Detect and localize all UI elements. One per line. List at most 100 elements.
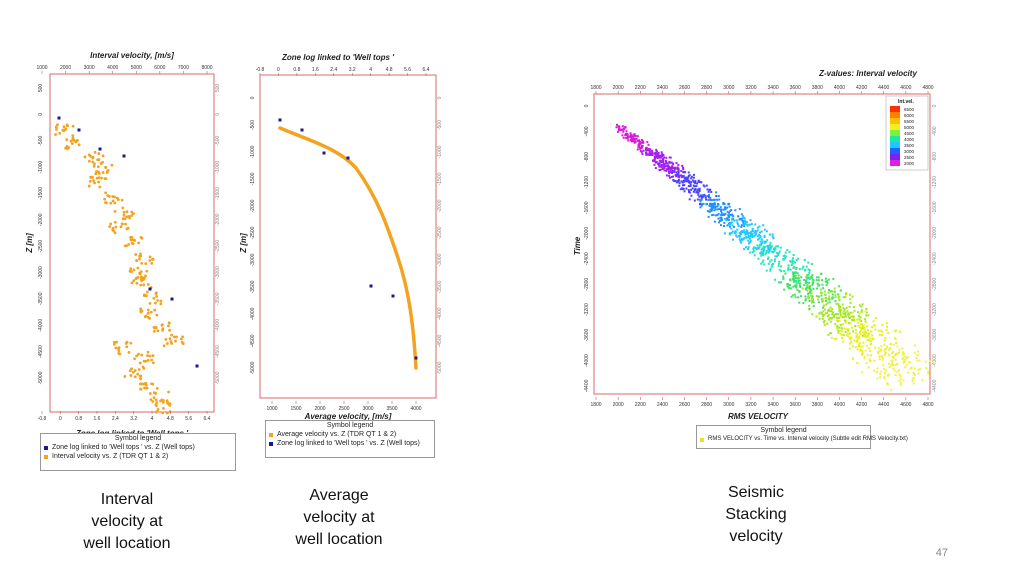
tick-label: 4400 — [878, 85, 889, 91]
rms-velocity-point — [888, 366, 891, 369]
rms-velocity-point — [812, 287, 815, 290]
rms-velocity-point — [891, 356, 894, 359]
caption-line: Interval — [100, 491, 154, 508]
rms-velocity-point — [810, 289, 813, 292]
panel2-well-tops — [278, 118, 418, 360]
panel2-ylabel: Z [m] — [239, 233, 248, 254]
tick-label: 4800 — [922, 402, 933, 408]
interval-velocity-point — [134, 277, 138, 281]
rms-velocity-point — [717, 203, 720, 206]
tick-label: 4 — [151, 416, 154, 422]
rms-velocity-point — [640, 138, 643, 141]
rms-velocity-point — [808, 299, 811, 302]
rms-velocity-point — [911, 379, 914, 382]
rms-velocity-point — [774, 255, 777, 258]
rms-velocity-point — [704, 195, 707, 198]
rms-velocity-point — [913, 351, 916, 354]
rms-velocity-point — [924, 360, 927, 363]
rms-velocity-point — [834, 295, 837, 298]
interval-velocity-point — [175, 335, 178, 339]
rms-velocity-point — [877, 347, 880, 350]
rms-velocity-point — [818, 283, 821, 286]
rms-velocity-point — [713, 198, 716, 201]
rms-velocity-point — [831, 311, 834, 314]
rms-velocity-point — [725, 218, 728, 221]
rms-velocity-point — [762, 259, 765, 262]
well-top-point — [369, 284, 373, 288]
rms-velocity-point — [806, 289, 809, 292]
rms-velocity-point — [880, 345, 883, 348]
rms-velocity-point — [831, 307, 834, 310]
rms-velocity-point — [818, 312, 821, 315]
interval-velocity-point — [88, 179, 92, 183]
rms-velocity-point — [688, 191, 691, 194]
panel1-title: Interval velocity, [m/s] — [90, 51, 174, 60]
rms-velocity-point — [712, 206, 715, 209]
rms-velocity-point — [799, 286, 802, 289]
interval-velocity-point — [148, 255, 152, 259]
rms-velocity-point — [678, 182, 681, 185]
rms-velocity-point — [767, 247, 770, 250]
rms-velocity-point — [677, 176, 680, 179]
rms-velocity-point — [886, 383, 889, 386]
rms-velocity-point — [723, 221, 726, 224]
rms-velocity-point — [812, 282, 815, 285]
rms-velocity-point — [728, 205, 731, 208]
interval-velocity-point — [129, 238, 133, 242]
interval-velocity-point — [153, 326, 156, 330]
rms-velocity-point — [860, 310, 863, 313]
rms-velocity-point — [646, 149, 649, 152]
rms-velocity-point — [752, 249, 755, 252]
rms-velocity-point — [793, 261, 796, 264]
rms-velocity-point — [659, 168, 662, 171]
rms-velocity-point — [660, 154, 663, 157]
rms-velocity-point — [760, 242, 763, 245]
tick-label: 6000 — [154, 65, 165, 71]
rms-velocity-point — [798, 282, 801, 285]
tick-label: -500 — [250, 120, 256, 130]
rms-velocity-point — [704, 196, 707, 199]
interval-velocity-point — [139, 283, 143, 287]
rms-velocity-point — [822, 306, 825, 309]
rms-velocity-point — [917, 372, 920, 375]
rms-velocity-point — [662, 159, 665, 162]
caption-line: velocity at — [303, 509, 375, 526]
rms-velocity-point — [661, 167, 664, 170]
rms-velocity-point — [653, 157, 656, 160]
rms-velocity-point — [757, 257, 760, 260]
rms-velocity-point — [845, 328, 848, 331]
rms-velocity-point — [751, 234, 754, 237]
interval-velocity-point — [151, 361, 155, 365]
rms-velocity-point — [647, 147, 650, 150]
tick-label: -2400 — [932, 252, 938, 265]
rms-velocity-point — [878, 358, 881, 361]
rms-velocity-point — [849, 338, 852, 341]
rms-velocity-point — [700, 194, 703, 197]
interval-velocity-point — [58, 131, 62, 135]
rms-velocity-point — [756, 238, 759, 241]
rms-velocity-point — [736, 221, 739, 224]
tick-label: -400 — [584, 126, 590, 136]
rms-velocity-point — [876, 351, 879, 354]
interval-velocity-point — [92, 179, 96, 182]
rms-velocity-point — [677, 178, 680, 181]
rms-velocity-point — [736, 235, 739, 238]
rms-velocity-point — [760, 254, 763, 257]
rms-velocity-point — [763, 247, 766, 250]
rms-velocity-point — [868, 338, 871, 341]
interval-velocity-point — [154, 292, 158, 296]
rms-velocity-point — [726, 210, 729, 213]
rms-velocity-point — [742, 238, 745, 241]
rms-velocity-point — [759, 252, 762, 255]
tick-label: -1500 — [250, 172, 256, 185]
interval-velocity-point — [146, 315, 150, 319]
caption-line: Average — [309, 487, 369, 504]
rms-velocity-point — [859, 329, 862, 332]
rms-velocity-point — [793, 276, 796, 279]
rms-velocity-point — [701, 194, 704, 197]
rms-velocity-point — [705, 184, 708, 187]
interval-velocity-point — [144, 381, 148, 385]
rms-velocity-point — [828, 295, 831, 298]
rms-velocity-point — [866, 325, 869, 328]
rms-velocity-point — [795, 283, 798, 286]
